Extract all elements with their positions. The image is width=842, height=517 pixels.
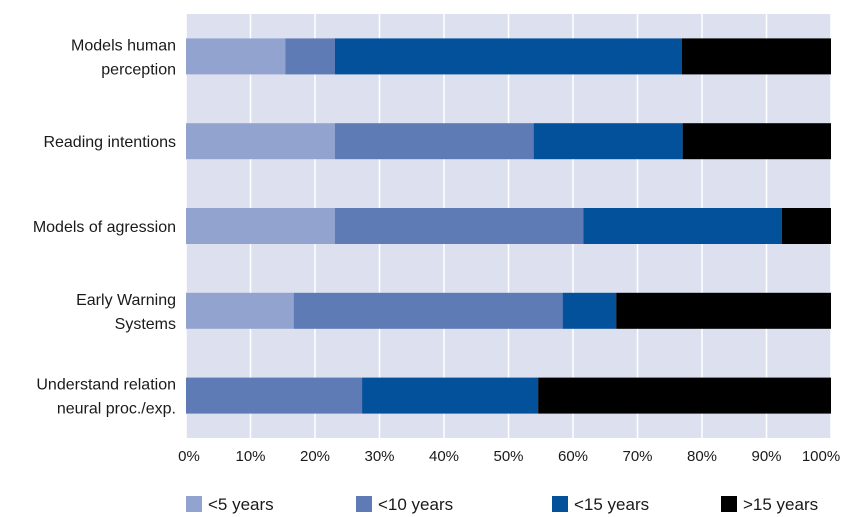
- bar-segment: [583, 208, 782, 244]
- x-tick-label: 0%: [178, 448, 200, 465]
- bar-segment: [538, 377, 831, 414]
- x-tick-label: 40%: [429, 448, 459, 465]
- x-tick-label: 70%: [622, 448, 652, 465]
- bar-segment: [334, 208, 584, 244]
- bar-segment: [362, 377, 539, 414]
- legend-swatch: [552, 496, 568, 512]
- legend-label: >15 years: [743, 495, 818, 514]
- bar-segment: [186, 292, 294, 329]
- legend-swatch: [721, 496, 737, 512]
- x-tick-label: 100%: [802, 448, 840, 465]
- x-tick-label: 30%: [364, 448, 394, 465]
- bar-segment: [285, 38, 335, 75]
- bar-segment: [781, 208, 831, 244]
- legend-label: <10 years: [378, 495, 453, 514]
- bar-segment: [334, 123, 534, 160]
- bar-segment: [293, 292, 563, 329]
- bar-segment: [334, 38, 683, 75]
- x-tick-label: 90%: [751, 448, 781, 465]
- category-labels: Models human perception Reading intentions…: [33, 37, 176, 417]
- legend-swatch: [356, 496, 372, 512]
- legend: <5 years <10 years <15 years >15 years: [186, 495, 818, 514]
- legend-label: <5 years: [208, 495, 274, 514]
- x-axis-ticks: 0% 10% 20% 30% 40% 50% 60% 70% 80% 90% 100%: [178, 448, 840, 465]
- category-label: Models human perception: [71, 37, 176, 78]
- legend-label: <15 years: [574, 495, 649, 514]
- bar-segment: [186, 123, 335, 160]
- bar-segment: [616, 292, 831, 329]
- category-label: Understand relation neural proc./exp.: [36, 377, 176, 418]
- x-tick-label: 20%: [300, 448, 330, 465]
- x-tick-label: 60%: [558, 448, 588, 465]
- x-tick-label: 10%: [235, 448, 265, 465]
- bar-segment: [682, 38, 831, 75]
- bar-segment: [682, 123, 831, 160]
- bars: [186, 38, 831, 414]
- bar-segment: [186, 208, 335, 244]
- legend-swatch: [186, 496, 202, 512]
- category-label: Early Warning Systems: [76, 292, 176, 333]
- bar-segment: [186, 377, 363, 414]
- category-label: Models of agression: [33, 219, 176, 236]
- bar-segment: [533, 123, 683, 160]
- category-label: Reading intentions: [43, 134, 176, 151]
- x-tick-label: 80%: [687, 448, 717, 465]
- bar-segment: [186, 38, 286, 75]
- x-tick-label: 50%: [493, 448, 523, 465]
- bar-segment: [562, 292, 617, 329]
